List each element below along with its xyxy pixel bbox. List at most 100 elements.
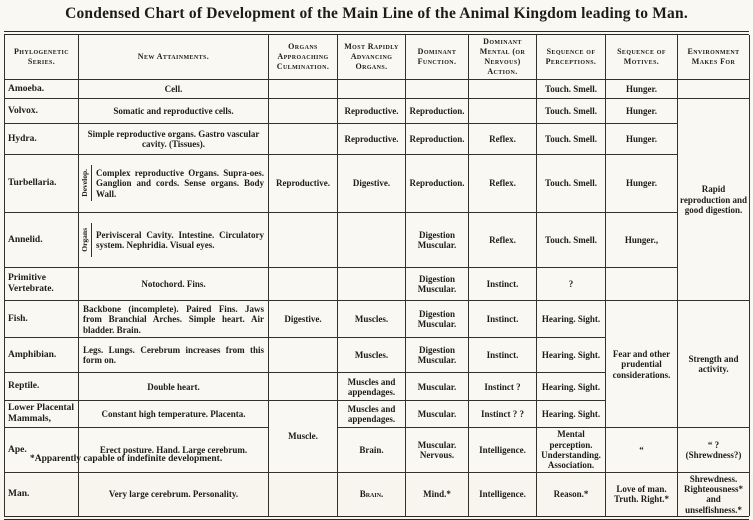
cell-motives: Hunger., — [605, 211, 678, 269]
table-row-annelid: Annelid. Organs Perivisceral Cavity. Int… — [4, 211, 750, 269]
page-title: Condensed Chart of Development of the Ma… — [65, 5, 688, 22]
header-sequence-of-motives: Sequence of Motives. — [605, 35, 678, 80]
cell-series: Amphibian. — [4, 337, 79, 374]
header-row: Phylogenetic Series. New Attainments. Or… — [4, 35, 750, 80]
table-row-man: Man. Very large cerebrum. Personality. B… — [4, 471, 750, 517]
cell-advancing: Muscles. — [337, 337, 406, 374]
cell-environment-merged-strength: Strength and activity. — [677, 300, 750, 429]
cell-motives: Hunger. — [605, 154, 678, 213]
header-organs-approaching-culmination: Organs Approaching Culmination. — [268, 35, 338, 80]
cell-perceptions: ? — [536, 267, 606, 302]
header-sequence-of-perceptions: Sequence of Perceptions. — [536, 35, 606, 80]
cell-perceptions: Hearing. Sight. — [536, 337, 606, 374]
cell-function: Mind.* — [405, 471, 469, 517]
cell-perceptions: Touch. Smell. — [536, 211, 606, 269]
cell-function: Digestion Muscular. — [405, 211, 469, 269]
table-row-turbellaria: Turbellaria. Develop. Complex reproducti… — [4, 154, 750, 213]
cell-series: Primitive Vertebrate. — [4, 267, 79, 302]
cell-attainments: Constant high temperature. Placenta. — [78, 400, 269, 429]
cell-motives: Love of man. Truth. Right.* — [605, 471, 678, 517]
cell-series: Reptile. — [4, 372, 79, 402]
header-new-attainments: New Attainments. — [78, 35, 269, 80]
cell-culmination — [268, 123, 338, 155]
header-environment-makes-for: Environment Makes For — [677, 35, 750, 80]
cell-mental: Reflex. — [468, 211, 537, 269]
cell-motives-merged-fear: Fear and other prudential considerations… — [605, 300, 678, 429]
cell-advancing: Reproductive. — [337, 98, 406, 124]
cell-mental: Intelligence. — [468, 427, 537, 473]
table-row-primitive-vertebrate: Primitive Vertebrate. Notochord. Fins. D… — [4, 267, 750, 302]
attainments-text: Perivisceral Cavity. Intestine. Circulat… — [96, 229, 264, 251]
cell-attainments: Erect posture. Hand. Large cerebrum. — [78, 427, 269, 473]
chart-frame: Phylogenetic Series. New Attainments. Or… — [4, 31, 750, 520]
cell-culmination: Digestive. — [268, 300, 338, 339]
table-row-volvox: Volvox. Somatic and reproductive cells. … — [4, 97, 750, 302]
cell-advancing: Muscles and appendages. — [337, 400, 406, 429]
cell-function — [405, 79, 469, 99]
cell-series: Man. — [4, 471, 79, 517]
cell-function: Muscular. Nervous. — [405, 427, 469, 473]
cell-advancing: Digestive. — [337, 154, 406, 213]
cell-advancing — [337, 79, 406, 99]
cell-attainments: Very large cerebrum. Personality. — [78, 471, 269, 517]
cell-function: Digestion Muscular. — [405, 337, 469, 374]
cell-culmination — [268, 79, 338, 99]
organs-develop-vertical-label-lower: Organs — [80, 223, 92, 258]
header-dominant-function: Dominant Function. — [405, 35, 469, 80]
scanned-book-page: Condensed Chart of Development of the Ma… — [4, 5, 750, 520]
cell-series: Annelid. — [4, 211, 79, 269]
table-row-lower-placental-mammals: Lower Placental Mammals, Constant high t… — [4, 400, 750, 473]
cell-culmination-merged-muscle: Muscle. — [268, 400, 338, 473]
cell-function: Muscular. — [405, 400, 469, 429]
footnote: *Apparently capable of indefinite develo… — [30, 454, 223, 464]
table-row-hydra: Hydra. Simple reproductive organs. Gastr… — [4, 123, 750, 155]
attainments-text: Complex reproductive Organs. Supra-oes. … — [96, 167, 264, 199]
cell-advancing: Brain. — [337, 427, 406, 473]
cell-advancing: Reproductive. — [337, 123, 406, 155]
cell-attainments: Simple reproductive organs. Gastro vascu… — [78, 123, 269, 155]
cell-mental: Instinct ? ? — [468, 400, 537, 429]
table-row-amoeba: Amoeba. Cell. Touch. Smell. Hunger. — [4, 79, 750, 99]
cell-function: Reproduction. — [405, 123, 469, 155]
cell-mental: Reflex. — [468, 154, 537, 213]
cell-attainments: Notochord. Fins. — [78, 267, 269, 302]
cell-advancing — [337, 267, 406, 302]
cell-environment: “ ? (Shrewdness?) — [677, 427, 750, 473]
cell-attainments: Organs Perivisceral Cavity. Intestine. C… — [78, 211, 269, 269]
cell-culmination — [268, 267, 338, 302]
cell-attainments: Legs. Lungs. Cerebrum increases from thi… — [78, 337, 269, 374]
cell-perceptions: Hearing. Sight. — [536, 372, 606, 402]
cell-series: Fish. — [4, 300, 79, 339]
cell-mental: Instinct. — [468, 267, 537, 302]
table-row-fish: Fish. Backbone (incomplete). Paired Fins… — [4, 300, 750, 429]
cell-culmination: Reproductive. — [268, 154, 338, 213]
cell-function: Digestion Muscular. — [405, 300, 469, 339]
development-chart-table: Phylogenetic Series. New Attainments. Or… — [4, 35, 750, 517]
organs-develop-vertical-label-upper: Develop. — [80, 165, 92, 202]
cell-environment: Shrewdness. Righteousness* and unselfish… — [677, 471, 750, 517]
cell-perceptions: Touch. Smell. — [536, 98, 606, 124]
cell-motives-ditto: “ — [605, 427, 678, 473]
header-dominant-mental-action: Dominant Mental (or Nervous) Action. — [468, 35, 537, 80]
cell-attainments: Somatic and reproductive cells. — [78, 98, 269, 124]
cell-perceptions: Hearing. Sight. — [536, 300, 606, 339]
cell-attainments: Double heart. — [78, 372, 269, 402]
cell-culmination — [268, 372, 338, 402]
cell-motives: Hunger. — [605, 98, 678, 124]
cell-function: Muscular. — [405, 372, 469, 402]
header-phylogenetic-series: Phylogenetic Series. — [4, 35, 79, 80]
cell-environment — [677, 79, 750, 99]
cell-attainments: Cell. — [78, 79, 269, 99]
cell-series: Hydra. — [4, 123, 79, 155]
cell-mental: Reflex. — [468, 123, 537, 155]
cell-attainments: Develop. Complex reproductive Organs. Su… — [78, 154, 269, 213]
cell-culmination — [268, 337, 338, 374]
cell-motives: Hunger. — [605, 123, 678, 155]
cell-perceptions: Touch. Smell. — [536, 79, 606, 99]
cell-mental: Instinct. — [468, 337, 537, 374]
cell-mental: Instinct. — [468, 300, 537, 339]
cell-series: Lower Placental Mammals, — [4, 400, 79, 429]
cell-advancing: Muscles. — [337, 300, 406, 339]
cell-environment-merged-rapid-reproduction: Rapid reproduction and good digestion. — [677, 97, 750, 302]
cell-function: Reproduction. — [405, 98, 469, 124]
